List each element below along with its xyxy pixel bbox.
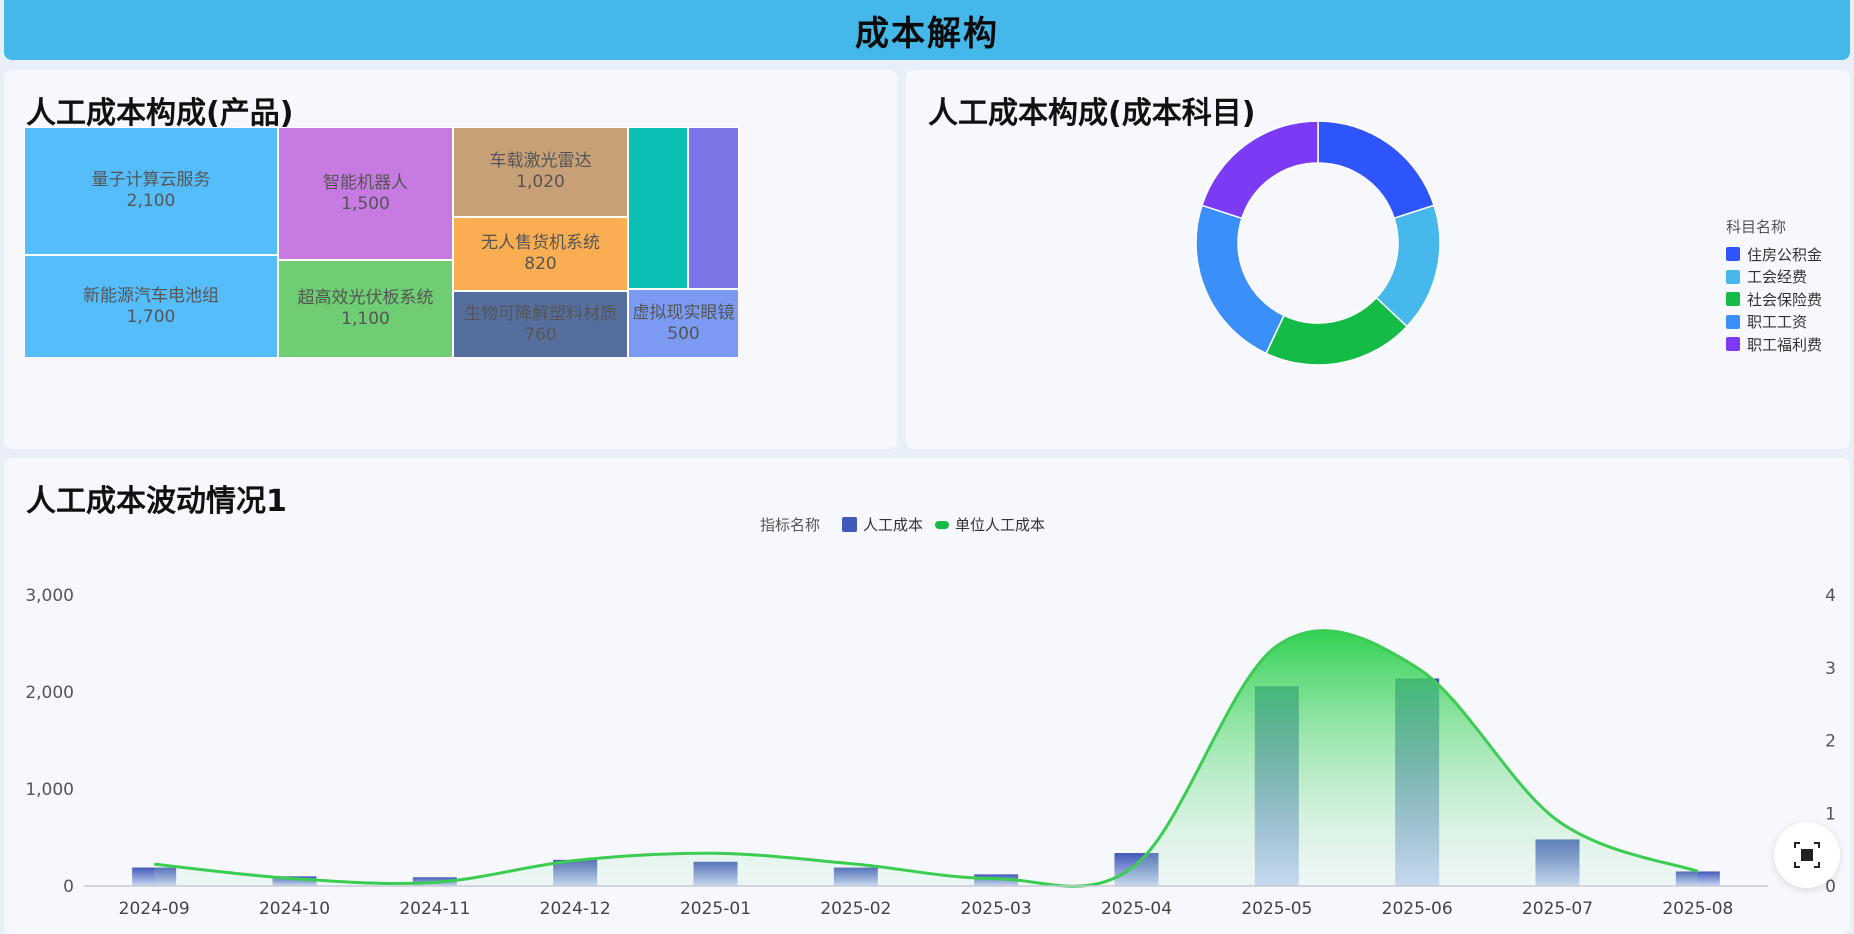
legend-label: 职工工资 (1747, 313, 1808, 332)
treemap-cell-label: 新能源汽车电池组 (83, 285, 219, 306)
y-right-tick-label: 3 (1825, 659, 1836, 679)
legend-item-labor-cost[interactable]: 人工成本 (842, 514, 923, 535)
treemap-cell-value: 1,500 (341, 193, 390, 214)
line-unit-labor-cost[interactable] (154, 629, 1699, 888)
treemap-cell-value: 820 (524, 254, 557, 274)
legend-label: 社会保险费 (1747, 290, 1823, 309)
donut-slice[interactable] (1265, 296, 1408, 366)
donut-chart (1195, 120, 1441, 366)
treemap-title: 人工成本构成(产品) (26, 96, 294, 131)
x-tick-label: 2025-01 (680, 899, 751, 919)
x-tick-label: 2025-08 (1662, 899, 1733, 919)
combo-chart: 0 1,000 2,000 3,000 0 1 2 3 4 2024-09 2024-10 2024-… (25, 586, 1836, 919)
treemap-cell[interactable] (628, 127, 688, 289)
donut-legend-item[interactable]: 工会经费 (1726, 266, 1822, 289)
treemap-panel: 人工成本构成(产品) 量子计算云服务 2,100 新能源汽车电池组 1,700 智能机器… (4, 70, 897, 449)
legend-label: 工会经费 (1747, 268, 1808, 287)
treemap-cell-label: 量子计算云服务 (91, 170, 211, 190)
trend-legend: 指标名称 人工成本 单位人工成本 (760, 514, 1057, 535)
x-tick-label: 2025-03 (961, 899, 1032, 919)
legend-item-unit-labor-cost[interactable]: 单位人工成本 (935, 514, 1045, 535)
y-left-tick-label: 3,000 (25, 586, 74, 606)
treemap-cell[interactable] (688, 127, 739, 289)
legend-swatch-bar (842, 517, 858, 532)
fullscreen-exit-icon (1794, 842, 1820, 868)
treemap-cell-label: 车载激光雷达 (489, 151, 592, 171)
page-header: 成本解构 (4, 0, 1850, 60)
x-tick-label: 2025-06 (1382, 899, 1453, 919)
treemap-cell-value: 1,700 (126, 306, 176, 327)
treemap-cell[interactable]: 无人售货机系统 820 (453, 217, 628, 291)
treemap-cell-value: 2,100 (126, 191, 176, 211)
fullscreen-button[interactable] (1774, 822, 1840, 888)
x-tick-label: 2025-07 (1522, 899, 1593, 919)
legend-label-labor-cost: 人工成本 (863, 516, 924, 534)
x-tick-label: 2025-05 (1241, 899, 1312, 919)
y-right-tick-label: 0 (1825, 877, 1836, 897)
y-right-tick-label: 4 (1825, 586, 1836, 606)
x-tick-label: 2024-12 (540, 899, 611, 919)
treemap-cell-value: 500 (667, 323, 700, 344)
treemap-cell-label: 虚拟现实眼镜 (632, 302, 735, 323)
legend-label: 住房公积金 (1747, 245, 1823, 264)
legend-swatch (1726, 247, 1740, 262)
donut-title: 人工成本构成(成本科目) (928, 96, 1256, 131)
donut-legend-item[interactable]: 住房公积金 (1726, 243, 1822, 266)
treemap-cell[interactable]: 虚拟现实眼镜 500 (628, 289, 739, 358)
treemap-cell[interactable]: 超高效光伏板系统 1,100 (278, 260, 453, 358)
legend-swatch (1726, 337, 1740, 352)
donut-slice[interactable] (1317, 120, 1435, 220)
legend-label-unit-labor-cost: 单位人工成本 (955, 516, 1046, 534)
donut-legend-item[interactable]: 职工福利费 (1726, 333, 1822, 356)
x-tick-label: 2025-04 (1101, 899, 1172, 919)
trend-legend-title: 指标名称 (760, 516, 821, 534)
treemap-cell-value: 1,020 (516, 172, 565, 192)
treemap-cell[interactable]: 生物可降解塑料材质 760 (453, 291, 628, 358)
donut-legend-title: 科目名称 (1726, 218, 1787, 236)
treemap-cell-value: 760 (524, 324, 557, 345)
legend-swatch (1726, 269, 1740, 284)
treemap-cell-label: 无人售货机系统 (481, 233, 600, 253)
treemap-cell-label: 超高效光伏板系统 (297, 288, 434, 308)
treemap-cell-value: 1,100 (341, 309, 390, 329)
y-left-tick-label: 0 (63, 877, 74, 897)
page-title: 成本解构 (855, 13, 999, 54)
trend-panel: 人工成本波动情况1 指标名称 人工成本 单位人工成本 0 1,000 2,000 3,… (4, 458, 1850, 934)
treemap-cell[interactable]: 量子计算云服务 2,100 (24, 127, 278, 255)
x-tick-label: 2024-10 (259, 899, 330, 919)
donut-slice[interactable] (1195, 204, 1285, 355)
donut-legend-item[interactable]: 职工工资 (1726, 311, 1822, 334)
y-right-tick-label: 2 (1825, 732, 1836, 752)
x-tick-label: 2024-09 (119, 899, 190, 919)
treemap-cell[interactable]: 智能机器人 1,500 (278, 127, 453, 260)
donut-legend: 科目名称 住房公积金工会经费社会保险费职工工资职工福利费 (1726, 216, 1822, 356)
treemap-cell[interactable]: 车载激光雷达 1,020 (453, 127, 628, 217)
legend-swatch (1726, 314, 1740, 329)
legend-swatch-line (935, 520, 950, 529)
y-left-tick-label: 1,000 (25, 780, 74, 800)
x-tick-label: 2025-02 (820, 899, 891, 919)
trend-title: 人工成本波动情况1 (26, 484, 287, 519)
donut-legend-item[interactable]: 社会保险费 (1726, 288, 1822, 311)
treemap-cell-label: 生物可降解塑料材质 (464, 303, 617, 324)
legend-label: 职工福利费 (1747, 335, 1823, 354)
treemap-cell-label: 智能机器人 (323, 172, 408, 193)
donut-slice[interactable] (1201, 120, 1319, 220)
legend-swatch (1726, 292, 1740, 307)
area-unit-labor-cost (154, 630, 1698, 887)
y-right-tick-label: 1 (1825, 804, 1836, 824)
x-tick-label: 2024-11 (399, 899, 470, 919)
donut-panel: 人工成本构成(成本科目) 科目名称 住房公积金工会经费社会保险费职工工资职工福利… (906, 70, 1850, 449)
treemap-cell[interactable]: 新能源汽车电池组 1,700 (24, 255, 278, 358)
y-left-tick-label: 2,000 (25, 683, 74, 703)
